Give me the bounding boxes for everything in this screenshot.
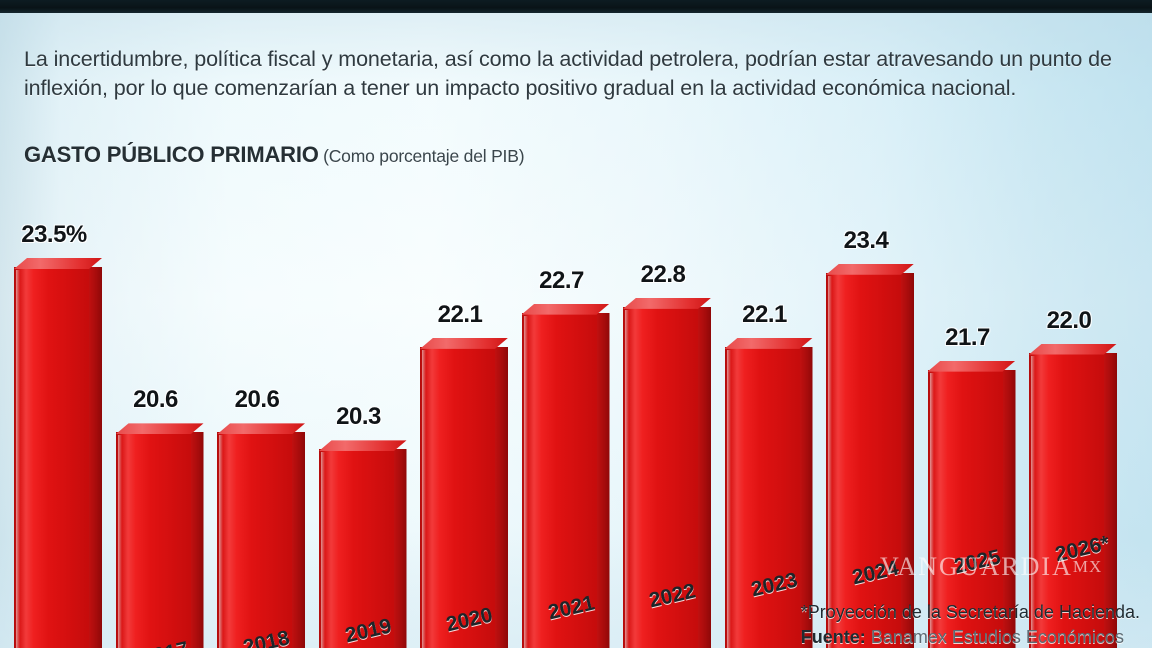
- bar-side-face: [597, 313, 610, 648]
- bar-value-label: 22.8: [640, 260, 686, 288]
- bar-top-face: [420, 338, 508, 349]
- bar-front-face: [623, 306, 698, 648]
- intro-paragraph: La incertidumbre, política fiscal y mone…: [24, 46, 1112, 100]
- bar-body: [14, 258, 102, 648]
- bar-side-face: [495, 347, 508, 648]
- bar-2016: [14, 258, 102, 648]
- bar-value-label: 22.0: [1046, 306, 1092, 334]
- bar-side-face: [292, 432, 305, 648]
- bar-2018: [217, 423, 305, 648]
- bar-side-face: [191, 432, 204, 648]
- bar-body: [115, 423, 204, 648]
- bar-2023: [724, 338, 813, 648]
- bar-value-label: 20.6: [234, 386, 280, 414]
- bar-side-face: [901, 273, 914, 648]
- bar-front-face: [115, 432, 191, 648]
- chart-title-sub: (Como porcentaje del PIB): [323, 146, 525, 166]
- bar-front-face: [318, 449, 394, 648]
- bar-top-face: [116, 423, 204, 434]
- bar-value-label: 23.5%: [21, 221, 87, 248]
- bar-top-face: [522, 304, 610, 315]
- top-black-bar: [0, 0, 1152, 13]
- bar-side-face: [698, 307, 711, 648]
- chart-title-main: GASTO PÚBLICO PRIMARIO: [24, 142, 319, 167]
- bar-value-label: 23.4: [843, 226, 889, 254]
- bar-2017: [115, 423, 204, 648]
- footnote-source-label: Fuente:: [800, 627, 866, 647]
- bar-value-label: 22.1: [437, 300, 483, 328]
- bar-side-face: [800, 347, 813, 648]
- bar-body: [521, 304, 610, 648]
- bar-body: [217, 423, 305, 648]
- footnote: *Proyección de la Secretaría de Hacienda…: [801, 600, 1140, 648]
- bar-value-label: 22.1: [742, 300, 787, 328]
- bar-body: [826, 264, 914, 648]
- bar-2020: [420, 338, 508, 648]
- bar-top-face: [1029, 344, 1117, 355]
- footnote-projection: *Proyección de la Secretaría de Hacienda…: [800, 602, 1140, 622]
- bar-value-label: 20.6: [133, 386, 178, 414]
- bar-front-face: [420, 346, 495, 648]
- bar-2024: [826, 264, 914, 648]
- bar-front-face: [217, 432, 292, 648]
- bar-value-label: 21.7: [945, 323, 990, 351]
- bar-2019: [318, 440, 407, 648]
- bar-top-face: [928, 361, 1016, 372]
- bar-front-face: [1029, 352, 1104, 648]
- bar-top-face: [14, 258, 102, 269]
- footnote-source-value: Banamex Estudios Económicos: [870, 627, 1124, 647]
- bar-side-face: [1003, 370, 1016, 648]
- bar-value-label: 22.7: [539, 266, 584, 294]
- bar-side-face: [1104, 353, 1117, 648]
- bar-body: [318, 440, 407, 648]
- bar-side-face: [89, 267, 102, 648]
- bar-body: [420, 338, 508, 648]
- bar-top-face: [623, 298, 711, 309]
- bar-front-face: [521, 312, 597, 648]
- bar-body: [724, 338, 813, 648]
- bar-front-face: [826, 272, 901, 648]
- bar-top-face: [319, 440, 407, 451]
- bar-side-face: [394, 449, 407, 648]
- bar-front-face: [927, 369, 1003, 648]
- bar-2026: [1029, 344, 1117, 648]
- bar-2021: [521, 304, 610, 648]
- bar-front-face: [724, 346, 800, 648]
- bar-front-face: [14, 267, 89, 648]
- bar-top-face: [826, 264, 914, 275]
- bar-top-face: [725, 338, 813, 349]
- footnote-source: Fuente: Banamex Estudios Económicos: [801, 625, 1140, 648]
- chart-title: GASTO PÚBLICO PRIMARIO (Como porcentaje …: [24, 142, 525, 168]
- bar-top-face: [217, 423, 305, 434]
- bar-value-label: 20.3: [336, 403, 381, 431]
- bar-body: [1029, 344, 1117, 648]
